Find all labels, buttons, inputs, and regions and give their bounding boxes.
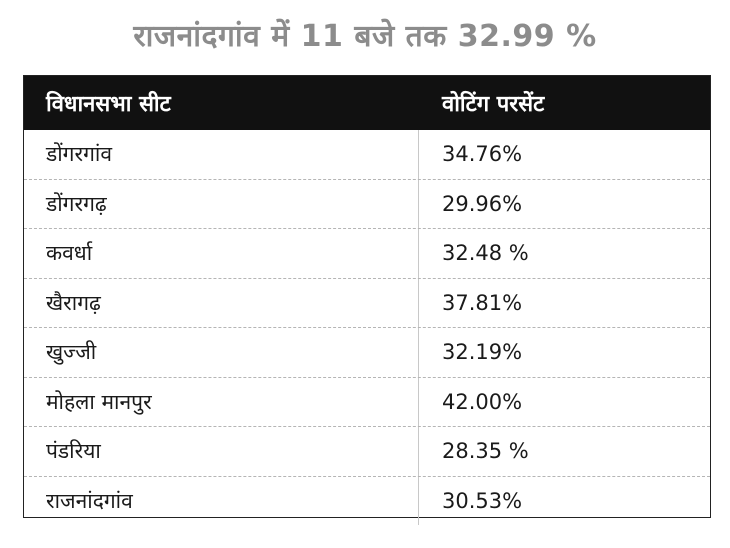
column-header-seat: विधानसभा सीट (46, 92, 171, 117)
seat-name: डोंगरगढ़ (24, 179, 419, 228)
voting-percent: 34.76% (442, 142, 523, 167)
table-row: कवर्धा 32.48 % (24, 228, 710, 278)
page-title: राजनांदगांव में 11 बजे तक 32.99 % (133, 19, 597, 54)
table-row: राजनांदगांव 30.53% (24, 475, 710, 525)
seat-name: डोंगरगांव (24, 130, 419, 179)
table-header: विधानसभा सीट वोटिंग परसेंट (24, 76, 710, 130)
voting-table: विधानसभा सीट वोटिंग परसेंट डोंगरगांव 34.… (23, 75, 711, 525)
seat-name: कवर्धा (24, 229, 419, 278)
table-row: खैरागढ़ 37.81% (24, 277, 710, 327)
voting-percent: 29.96% (442, 191, 523, 216)
column-header-percent: वोटिंग परसेंट (442, 92, 545, 117)
seat-name: मोहला मानपुर (24, 377, 419, 426)
table-row: खुज्जी 32.19% (24, 327, 710, 377)
table-row: पंडरिया 28.35 % (24, 426, 710, 476)
voting-percent: 28.35 % (442, 439, 529, 464)
table-row: डोंगरगांव 34.76% (24, 130, 710, 179)
voting-percent: 30.53% (442, 488, 523, 513)
table-row: डोंगरगढ़ 29.96% (24, 178, 710, 228)
seat-name: खैरागढ़ (24, 278, 419, 327)
voting-percent: 42.00% (442, 389, 523, 414)
seat-name: खुज्जी (24, 328, 419, 377)
seat-name: पंडरिया (24, 427, 419, 476)
seat-name: राजनांदगांव (24, 476, 419, 525)
table-body: डोंगरगांव 34.76% डोंगरगढ़ 29.96% कवर्धा … (24, 130, 710, 525)
voting-percent: 32.19% (442, 340, 523, 365)
voting-percent: 37.81% (442, 290, 523, 315)
table-row: मोहला मानपुर 42.00% (24, 376, 710, 426)
voting-percent: 32.48 % (442, 241, 529, 266)
